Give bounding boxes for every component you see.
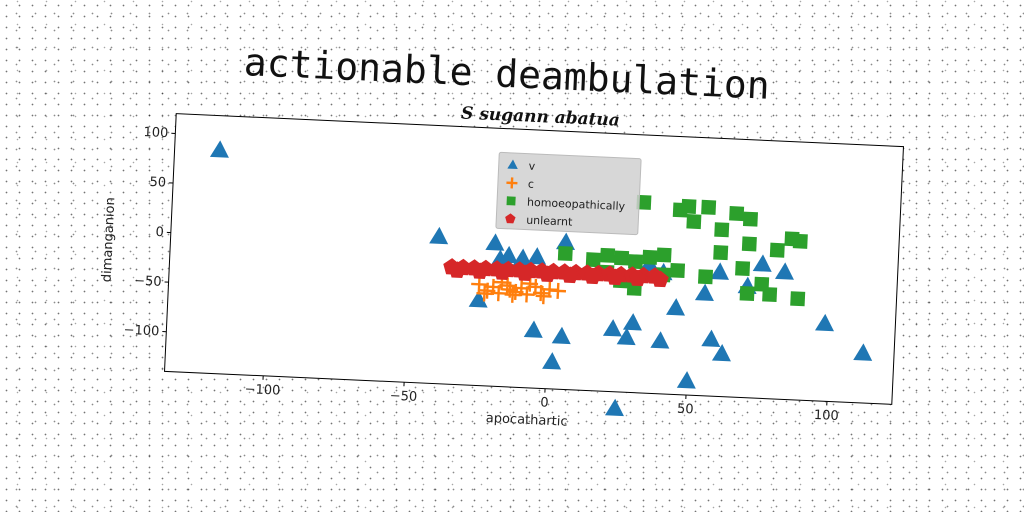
data-point-square: [697, 269, 714, 285]
data-point-plus: [471, 276, 488, 293]
data-point-triangle: [701, 329, 721, 347]
data-point-square: [739, 285, 755, 302]
data-point-triangle: [602, 319, 622, 337]
data-point-plus: [532, 285, 549, 302]
legend-entry-label: homoeopathically: [527, 196, 626, 213]
x-tick-label: 100: [814, 408, 839, 424]
data-point-triangle: [468, 290, 488, 308]
data-point-triangle: [694, 283, 714, 301]
data-point-triangle: [542, 352, 562, 370]
data-point-pentagon: [561, 266, 579, 284]
x-tick-label: −50: [389, 389, 417, 405]
legend-marker-plus: [506, 177, 518, 189]
data-point-triangle: [485, 233, 505, 251]
data-point-square: [585, 252, 601, 268]
y-tick-label: −100: [123, 323, 159, 340]
data-point-pentagon: [629, 269, 647, 287]
data-point-plus: [490, 285, 507, 302]
data-point-square: [713, 245, 729, 261]
x-axis-label: apocathartic: [485, 411, 567, 430]
data-point-triangle: [853, 343, 873, 361]
data-marks: [209, 140, 873, 417]
y-tick-label: 50: [149, 175, 166, 191]
data-point-triangle: [209, 140, 229, 158]
chart-subtitle: S sugann abatua: [461, 104, 621, 131]
legend-marker-triangle: [507, 159, 518, 170]
data-point-square: [614, 250, 630, 266]
data-point-square: [790, 291, 806, 307]
data-point-triangle: [711, 343, 731, 362]
data-point-plus: [518, 286, 535, 303]
data-point-square: [729, 206, 745, 222]
series-unlearnt: [443, 258, 669, 288]
legend-box: [495, 151, 642, 236]
series-c: [471, 274, 567, 305]
data-point-pentagon: [493, 263, 511, 281]
data-point-square: [656, 247, 672, 263]
x-tick-label: 50: [677, 402, 694, 418]
data-point-square: [714, 222, 730, 238]
y-tick-label: 100: [143, 125, 168, 141]
data-point-square: [792, 233, 808, 249]
data-point-pentagon: [584, 267, 602, 285]
legend-entry-label: unlearnt: [526, 214, 573, 229]
data-point-square: [628, 254, 644, 270]
main-title: actionable deambulation: [243, 40, 771, 108]
data-point-triangle: [774, 262, 794, 280]
data-point-triangle: [622, 313, 642, 331]
data-point-pentagon: [651, 270, 669, 288]
data-point-square: [735, 260, 751, 276]
data-point-square: [762, 287, 778, 303]
data-point-plus: [549, 282, 567, 299]
data-point-triangle: [523, 320, 543, 338]
axis-ticks: −100 −50 0 50 100 100 50 0 −50 −100: [123, 125, 839, 424]
data-point-square: [636, 194, 652, 210]
data-point-triangle: [815, 313, 834, 332]
data-point-triangle: [429, 226, 449, 245]
data-point-triangle: [527, 247, 547, 265]
data-point-triangle: [604, 398, 624, 417]
data-point-square: [686, 214, 702, 230]
data-point-square: [670, 262, 686, 279]
data-point-square: [741, 236, 757, 252]
data-point-pentagon: [606, 268, 624, 286]
scatter-chart: S sugann abatua −100 −50 0 50 100 100 50 0 −50 −1…: [100, 104, 904, 430]
data-point-plus: [476, 285, 493, 302]
data-point-triangle: [512, 248, 532, 266]
chart-svg: S sugann abatua −100 −50 0 50 100100500−50−1…: [100, 104, 904, 430]
data-point-square: [642, 249, 658, 265]
data-point-triangle: [498, 245, 518, 264]
legend-entry-label: v: [528, 160, 536, 173]
data-point-square: [742, 211, 758, 227]
x-tick-label: 0: [540, 395, 549, 410]
data-point-square: [701, 199, 717, 215]
data-point-triangle: [710, 262, 729, 280]
data-point-pentagon: [538, 265, 557, 283]
data-point-square: [681, 198, 697, 214]
y-axis-label: dimanganion: [100, 197, 119, 283]
data-point-square: [557, 245, 573, 261]
data-point-triangle: [752, 254, 772, 272]
data-point-triangle: [616, 327, 636, 346]
data-point-triangle: [551, 326, 571, 345]
y-tick-label: 0: [155, 225, 164, 240]
data-point-triangle: [666, 298, 685, 316]
data-point-pentagon: [471, 262, 489, 279]
legend-entry-label: c: [528, 178, 535, 191]
data-point-plus: [535, 288, 552, 305]
data-point-square: [769, 242, 785, 258]
data-point-plus: [501, 281, 519, 298]
data-point-square: [600, 247, 616, 263]
data-point-pentagon: [448, 261, 466, 278]
legend-marker-pentagon: [505, 213, 516, 224]
data-point-triangle: [650, 331, 670, 349]
data-point-triangle: [556, 232, 575, 250]
y-tick-label: −50: [134, 274, 162, 290]
legend-marker-square: [506, 196, 516, 206]
data-point-pentagon: [516, 264, 534, 282]
data-point-triangle: [676, 371, 696, 389]
x-tick-label: −100: [244, 382, 280, 399]
